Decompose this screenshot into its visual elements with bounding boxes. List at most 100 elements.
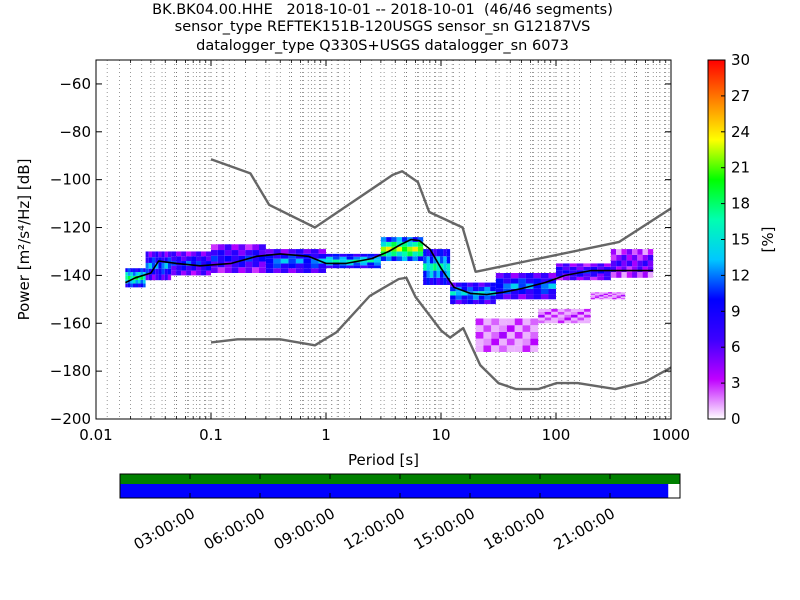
- x-tick-label: 0.1: [199, 426, 223, 444]
- density-cell: [472, 286, 479, 292]
- colorbar-tick-label: 12: [731, 266, 750, 284]
- density-cell: [610, 260, 617, 267]
- density-cell: [127, 272, 131, 276]
- density-cell: [467, 286, 473, 292]
- density-cell: [423, 249, 427, 257]
- density-cell: [503, 294, 511, 300]
- density-cell: [491, 338, 500, 346]
- density-cell: [295, 249, 304, 254]
- density-cell: [632, 272, 638, 278]
- chart-title-line-2: sensor_type REFTEK151B-120USGS sensor_sn…: [174, 19, 591, 35]
- density-cell: [538, 320, 545, 324]
- density-cell: [491, 345, 500, 352]
- density-cell: [607, 297, 613, 300]
- density-cell: [577, 314, 585, 318]
- density-cell: [171, 270, 177, 276]
- density-cell: [132, 272, 136, 276]
- density-cell: [436, 277, 441, 285]
- density-cell: [621, 272, 627, 278]
- density-cell: [616, 254, 622, 261]
- density-cell: [551, 311, 558, 315]
- timeline: 03:00:00 06:00:00 09:00:00 12:00:00 15:00:00…: [119, 473, 681, 554]
- density-cell: [138, 268, 141, 273]
- density-cell: [475, 338, 484, 346]
- density-cell: [620, 295, 626, 297]
- density-cell: [386, 256, 392, 262]
- density-cell: [360, 256, 368, 260]
- colorbar-tick-label: 15: [731, 231, 750, 249]
- density-cell: [231, 267, 239, 274]
- density-cell: [467, 282, 473, 287]
- density-cell: [332, 253, 340, 257]
- colorbar-tick-label: 27: [731, 87, 750, 105]
- density-cell: [495, 283, 504, 289]
- density-cell: [484, 282, 491, 287]
- density-cell: [436, 249, 441, 257]
- density-cell: [616, 249, 622, 255]
- density-cell: [127, 275, 131, 280]
- density-cell: [607, 295, 613, 297]
- density-cell: [386, 246, 392, 252]
- density-cell: [570, 311, 578, 315]
- density-cell: [506, 345, 515, 352]
- density-cell: [548, 278, 556, 284]
- density-cell: [148, 262, 152, 269]
- density-cell: [506, 331, 515, 339]
- density-cell: [433, 263, 437, 271]
- density-cell: [538, 314, 545, 318]
- density-cell: [577, 320, 585, 324]
- density-cell: [127, 283, 131, 288]
- density-cell: [310, 253, 319, 259]
- density-cell: [429, 263, 434, 271]
- density-cell: [551, 317, 558, 321]
- density-cell: [475, 318, 484, 326]
- density-cell: [564, 317, 571, 321]
- density-cell: [642, 249, 648, 255]
- density-cell: [506, 325, 515, 332]
- density-cell: [632, 254, 638, 261]
- density-cell: [518, 288, 526, 295]
- density-cell: [540, 273, 549, 279]
- density-cell: [295, 263, 304, 269]
- density-cell: [522, 345, 531, 352]
- timeline-tick-label: 06:00:00: [201, 504, 268, 553]
- density-cell: [391, 251, 397, 257]
- density-cell: [518, 273, 526, 279]
- density-cell: [231, 250, 239, 256]
- density-cell: [503, 283, 511, 289]
- density-cell: [231, 244, 239, 251]
- density-cell: [295, 258, 304, 264]
- density-cell: [135, 268, 139, 273]
- density-cell: [158, 251, 162, 258]
- density-cell: [259, 255, 266, 262]
- density-cell: [570, 317, 578, 321]
- density-cell: [217, 244, 225, 251]
- density-cell: [590, 263, 598, 267]
- density-cell: [339, 253, 347, 257]
- density-cell: [620, 296, 626, 298]
- density-cell: [196, 265, 202, 271]
- density-cell: [206, 265, 211, 271]
- density-cell: [621, 254, 627, 261]
- density-cell: [155, 262, 159, 269]
- density-cell: [346, 256, 354, 260]
- density-cell: [612, 293, 617, 296]
- density-cell: [570, 308, 578, 312]
- density-cell: [590, 297, 595, 300]
- density-cell: [446, 256, 451, 264]
- density-cell: [360, 259, 368, 263]
- density-cell: [386, 241, 392, 247]
- density-cell: [544, 320, 552, 324]
- density-cell: [621, 260, 627, 267]
- density-cell: [145, 251, 149, 258]
- density-cell: [616, 272, 622, 278]
- density-cell: [544, 308, 552, 312]
- density-cell: [374, 259, 381, 263]
- density-cell: [186, 261, 192, 266]
- density-cell: [318, 253, 326, 259]
- density-cell: [374, 265, 381, 269]
- density-cell: [140, 268, 144, 273]
- density-cell: [551, 314, 558, 318]
- density-cell: [590, 273, 598, 277]
